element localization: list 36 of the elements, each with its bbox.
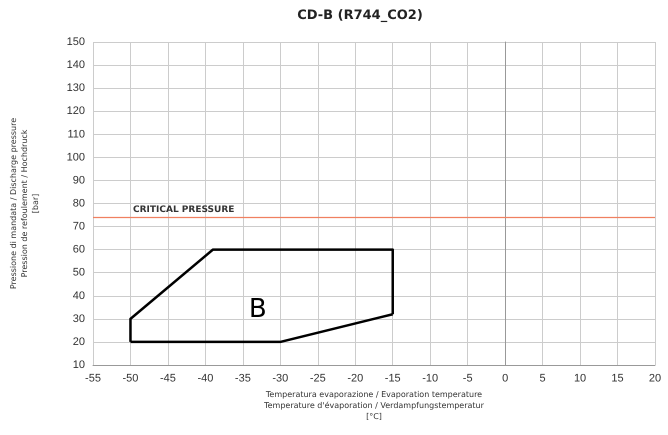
y-tick-label: 90 <box>72 174 85 186</box>
x-tick-label: -45 <box>160 372 176 384</box>
x-tick-label: 5 <box>540 372 546 384</box>
x-tick-label: 15 <box>611 372 624 384</box>
x-tick-label: -10 <box>422 372 438 384</box>
x-tick-label: -55 <box>85 372 101 384</box>
y-tick-label: 120 <box>66 105 85 118</box>
y-tick-label: 130 <box>66 82 85 94</box>
y-tick-label: 150 <box>66 36 85 48</box>
x-tick-label: -25 <box>310 372 326 384</box>
y-tick-label: 50 <box>72 266 85 279</box>
y-tick-label: 10 <box>72 359 85 371</box>
x-tick-label: -40 <box>197 372 214 384</box>
y-tick-label: 30 <box>72 312 85 325</box>
x-tick-label: 10 <box>574 372 586 384</box>
x-axis-title: Temperatura evaporazione / Evaporation temperature Temperature d'évaporation / Verdampfungstemperatur [°C] <box>263 390 485 421</box>
y-axis-title: Pressione di mandata / Discharge pressure Pression de refoulement / Hochdruck [bar] <box>9 118 40 290</box>
x-tick-label: 20 <box>648 372 662 384</box>
x-tick-label: -20 <box>347 372 364 384</box>
annotation: B <box>248 294 267 324</box>
y-tick-label: 70 <box>72 220 85 233</box>
chart-title: CD-B (R744_CO2) <box>297 8 423 23</box>
y-tick-label: 110 <box>67 128 85 140</box>
y-tick-label: 80 <box>72 198 85 210</box>
x-tick-label: -35 <box>234 372 251 384</box>
y-tick-label: 60 <box>72 244 85 256</box>
x-tick-label: 0 <box>502 372 508 384</box>
y-tick-label: 100 <box>66 151 85 164</box>
y-tick-label: 140 <box>66 59 85 72</box>
x-tick-label: -50 <box>122 372 138 384</box>
x-tick-label: -15 <box>384 372 401 384</box>
x-tick-label: -5 <box>462 372 473 384</box>
y-tick-label: 40 <box>72 290 85 302</box>
x-tick-label: -30 <box>272 372 288 384</box>
ref-line-label: CRITICAL PRESSURE <box>133 204 234 215</box>
y-tick-label: 20 <box>72 336 85 348</box>
